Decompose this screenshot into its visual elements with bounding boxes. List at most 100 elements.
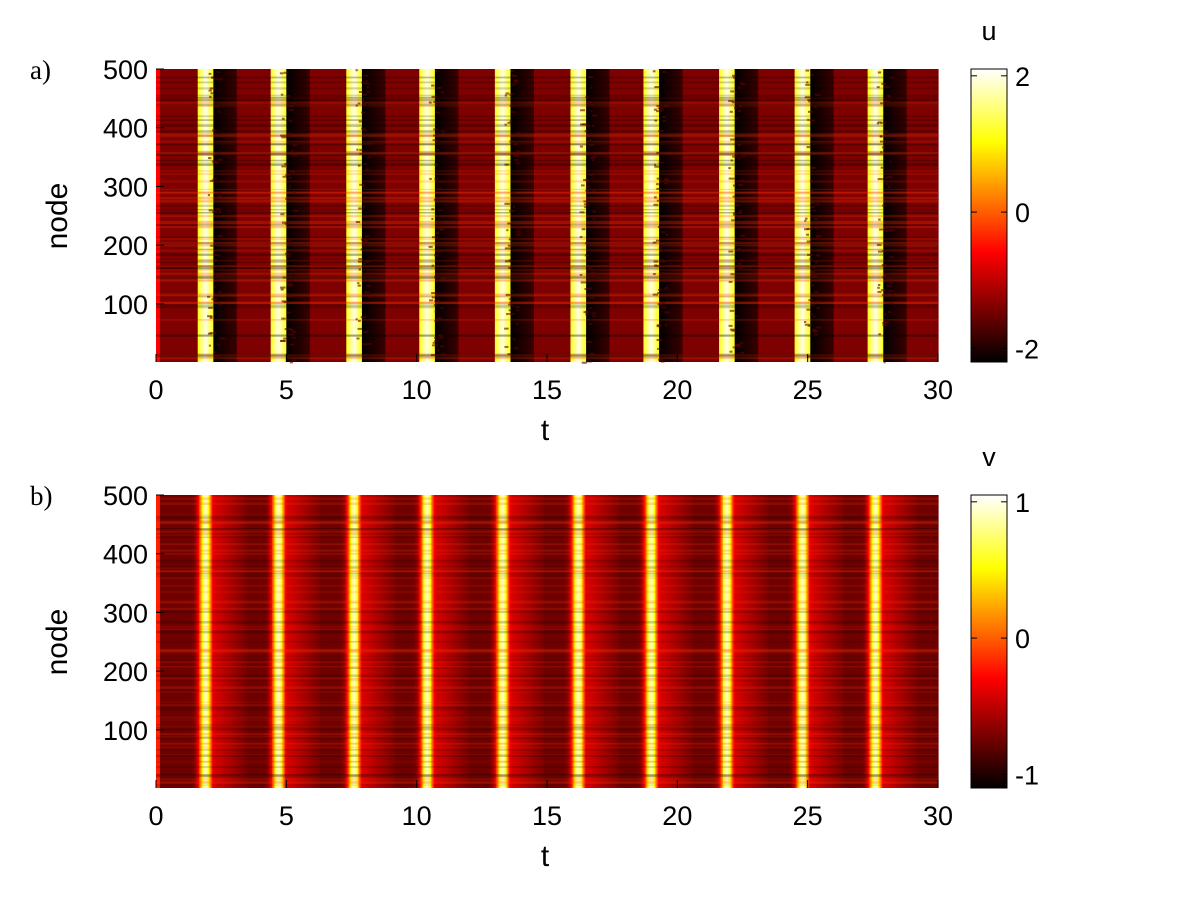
heatmap-cell [741,69,744,362]
heatmap-cell [341,495,343,788]
heatmap-cell [539,69,542,362]
heatmap-cell [799,69,802,362]
heatmap-cell [175,495,178,788]
heatmap-cell [734,495,737,788]
heatmap-edge-noise [289,328,294,331]
heatmap-edge-noise [808,100,811,103]
heatmap-cell [742,495,745,788]
heatmap-cell [807,495,810,788]
heatmap-node-streak [156,200,938,203]
heatmap-cell [603,69,605,362]
heatmap-node-streak [156,658,938,662]
heatmap-node-streak [156,754,938,757]
heatmap-cell [911,69,914,362]
heatmap-cell [558,495,561,788]
heatmap-cell [496,495,499,788]
heatmap-edge-noise [436,317,443,320]
heatmap-edge-noise [731,101,738,104]
heatmap-cell [647,495,650,788]
heatmap-edge-noise [434,340,438,343]
heatmap-cell [253,495,256,788]
heatmap-edge-noise [654,165,660,168]
heatmap-edge-noise [876,243,882,246]
heatmap-cell [252,495,255,788]
heatmap-cell [840,495,843,788]
heatmap-edge-noise [209,87,216,90]
heatmap-edge-noise [886,285,892,288]
heatmap-cell [307,69,310,362]
heatmap-cell [519,69,522,362]
heatmap-node-streak [156,276,938,279]
heatmap-edge-noise [360,127,366,130]
heatmap-cell [161,495,164,788]
heatmap-cell [657,495,660,788]
heatmap-cell [593,69,596,362]
heatmap-edge-noise [432,344,439,347]
heatmap-edge-noise [882,276,887,279]
heatmap-cell [438,69,441,362]
heatmap-edge-noise [510,290,514,293]
heatmap-cell [197,495,200,788]
heatmap-cell [517,69,519,362]
heatmap-cell [824,69,827,362]
heatmap-node-streak [156,715,938,718]
heatmap-cell [450,495,453,788]
heatmap-cell [649,69,652,362]
heatmap-cell [630,495,633,788]
heatmap-edge-noise [208,209,213,212]
heatmap-cell [222,495,225,788]
heatmap-cell [819,69,822,362]
heatmap-edge-noise [359,152,362,155]
heatmap-cell [660,69,663,362]
heatmap-cell [769,495,772,788]
x-tick-label: 15 [532,375,562,405]
heatmap-cell [928,495,931,788]
heatmap-cell [635,69,638,362]
heatmap-cell [490,69,493,362]
heatmap-cell [404,69,407,362]
heatmap-cell [902,69,905,362]
heatmap-edge-noise [291,171,295,174]
heatmap-edge-noise [653,203,659,206]
heatmap-cell [653,69,656,362]
heatmap-node-streak [156,519,938,523]
heatmap-cell [836,69,839,362]
heatmap-cell [798,495,801,788]
heatmap-cell [762,69,764,362]
heatmap-cell [587,69,590,362]
heatmap-cell [717,69,720,362]
heatmap-cell [810,69,813,362]
heatmap-cell [159,69,162,362]
heatmap-cell [855,69,858,362]
heatmap-cell [591,495,594,788]
heatmap-edge-noise [588,144,595,147]
heatmap-cell [711,69,714,362]
heatmap-cell [453,69,456,362]
heatmap-cell [291,69,294,362]
heatmap-edge-noise [661,231,666,234]
heatmap-cell [554,495,557,788]
heatmap-cell [277,69,280,362]
heatmap-cell [872,495,875,788]
heatmap-cell [608,495,611,788]
heatmap-cell [699,69,702,362]
heatmap-node-streak [156,173,938,175]
heatmap-edge-noise [740,279,746,282]
heatmap-cell [544,495,547,788]
heatmap-cell [251,495,254,788]
heatmap-cell [785,495,788,788]
heatmap-cell [385,495,388,788]
heatmap-edge-noise [364,215,369,218]
y-axis-label-a: node [41,183,74,250]
heatmap-node-streak [156,220,938,224]
heatmap-edge-noise [362,93,367,96]
heatmap-edge-noise [814,261,818,264]
heatmap-edge-noise [210,315,213,318]
heatmap-node-streak [156,536,938,539]
heatmap-cell [440,69,443,362]
heatmap-edge-noise [287,253,292,256]
y-axis-label-b: node [41,609,74,676]
heatmap-cell [331,495,334,788]
